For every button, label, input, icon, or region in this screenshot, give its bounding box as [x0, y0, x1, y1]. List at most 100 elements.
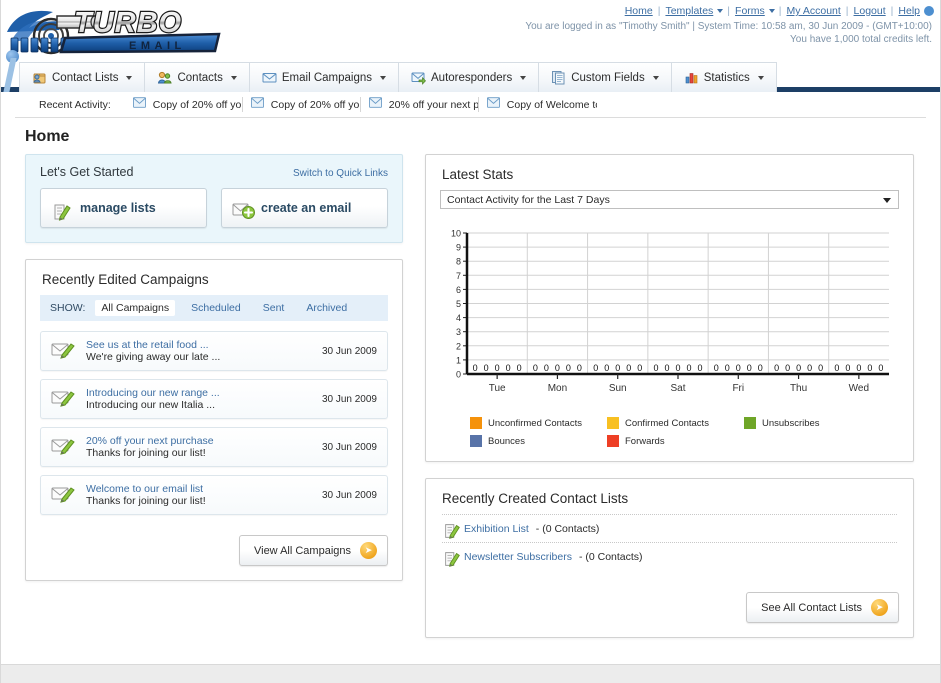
recent-activity-item[interactable]: Copy of 20% off yo	[125, 97, 243, 112]
campaign-row[interactable]: Welcome to our email list Thanks for joi…	[40, 475, 388, 515]
contact-list-row[interactable]: Exhibition List - (0 Contacts)	[442, 514, 897, 542]
svg-text:Mon: Mon	[548, 383, 567, 394]
lets-get-started-panel: Let's Get Started Switch to Quick Links	[25, 154, 403, 243]
tab-label: Contact Lists	[52, 71, 119, 84]
campaign-title[interactable]: Welcome to our email list	[86, 483, 204, 495]
campaign-title[interactable]: Introducing our new range ...	[86, 387, 220, 399]
main-navigation: Contact Lists Contacts	[1, 58, 940, 92]
legend-label: Confirmed Contacts	[625, 417, 709, 429]
tab-contact-lists[interactable]: Contact Lists	[19, 62, 146, 92]
campaign-title[interactable]: 20% off your next purchase	[86, 435, 214, 447]
filter-archived[interactable]: Archived	[306, 302, 348, 314]
see-all-contact-lists-button[interactable]: See All Contact Lists ➤	[746, 592, 899, 623]
legend-swatch	[470, 417, 482, 429]
arrow-right-icon: ➤	[360, 542, 377, 559]
recent-activity-item[interactable]: Copy of 20% off yo	[243, 97, 361, 112]
contact-list-row[interactable]: Newsletter Subscribers - (0 Contacts)	[442, 542, 897, 570]
legend-swatch	[744, 417, 756, 429]
stats-range-value: Contact Activity for the Last 7 Days	[447, 193, 610, 206]
svg-text:0: 0	[675, 363, 680, 373]
link-separator: |	[845, 5, 849, 17]
svg-text:0: 0	[664, 363, 669, 373]
svg-text:3: 3	[456, 327, 461, 337]
chevron-down-icon	[520, 75, 527, 80]
contact-list-name[interactable]: Newsletter Subscribers	[464, 550, 572, 563]
help-dot-icon	[924, 6, 934, 17]
campaign-row[interactable]: See us at the retail food ... We're givi…	[40, 331, 388, 371]
tab-custom-fields[interactable]: Custom Fields	[538, 62, 672, 92]
switch-to-quick-links[interactable]: Switch to Quick Links	[292, 168, 388, 179]
envelope-icon	[132, 97, 148, 112]
svg-text:0: 0	[845, 363, 850, 373]
filter-scheduled[interactable]: Scheduled	[191, 302, 241, 314]
svg-text:0: 0	[593, 363, 598, 373]
svg-text:0: 0	[758, 363, 763, 373]
svg-text:5: 5	[456, 299, 461, 309]
contact-list-name[interactable]: Exhibition List	[464, 522, 529, 535]
chevron-down-icon	[652, 75, 659, 80]
filter-sent[interactable]: Sent	[262, 302, 285, 314]
right-column: Latest Stats Contact Activity for the La…	[425, 154, 914, 654]
recent-activity-text: 20% off your next p	[388, 98, 479, 111]
svg-text:10: 10	[451, 229, 461, 239]
header-links: Home | Templates | Forms | My Account | Logout | H…	[624, 5, 934, 17]
svg-text:0: 0	[615, 363, 620, 373]
legend-item: Confirmed Contacts	[607, 417, 744, 429]
show-label: SHOW:	[50, 302, 86, 314]
envelope-pencil-icon	[51, 388, 77, 411]
svg-text:6: 6	[456, 285, 461, 295]
tab-autoresponders[interactable]: Autoresponders	[398, 62, 540, 92]
filter-all-campaigns[interactable]: All Campaigns	[95, 300, 176, 316]
svg-text:2: 2	[456, 341, 461, 351]
turbo-email-logo[interactable]: TURBO EMAIL	[5, 2, 233, 60]
svg-text:0: 0	[637, 363, 642, 373]
envelope-pencil-icon	[51, 436, 77, 459]
tab-email-campaigns[interactable]: Email Campaigns	[248, 62, 399, 92]
envelope-icon	[486, 97, 502, 112]
header-link-help[interactable]: Help	[898, 5, 920, 17]
latest-stats-panel: Latest Stats Contact Activity for the La…	[425, 154, 914, 462]
recent-activity-item[interactable]: Copy of Welcome to	[479, 97, 597, 112]
create-an-email-button[interactable]: create an email	[221, 188, 388, 228]
header-link-my-account[interactable]: My Account	[786, 5, 841, 17]
svg-text:0: 0	[506, 363, 511, 373]
button-label: View All Campaigns	[253, 544, 351, 557]
tab-statistics[interactable]: Statistics	[670, 62, 777, 92]
header-status: You are logged in as "Timothy Smith" | S…	[525, 20, 932, 46]
svg-text:TURBO: TURBO	[74, 7, 182, 39]
svg-text:0: 0	[604, 363, 609, 373]
recent-activity-item[interactable]: 20% off your next p	[361, 97, 479, 112]
stats-range-select[interactable]: Contact Activity for the Last 7 Days	[440, 190, 899, 209]
view-all-campaigns-button[interactable]: View All Campaigns ➤	[238, 535, 388, 566]
legend-label: Bounces	[488, 435, 525, 447]
campaign-subtitle: Thanks for joining our list!	[86, 447, 206, 459]
legend-item: Bounces	[470, 435, 607, 447]
page-title: Home	[25, 128, 70, 145]
chevron-down-icon	[230, 75, 237, 80]
header-link-templates[interactable]: Templates	[665, 5, 714, 17]
svg-text:0: 0	[818, 363, 823, 373]
header-link-forms[interactable]: Forms	[735, 5, 765, 17]
custom-fields-icon	[551, 70, 566, 85]
campaign-row[interactable]: Introducing our new range ... Introducin…	[40, 379, 388, 419]
manage-lists-button[interactable]: manage lists	[40, 188, 207, 228]
campaign-title[interactable]: See us at the retail food ...	[86, 339, 209, 351]
legend-item: Forwards	[607, 435, 744, 447]
contact-activity-chart: 0 1 2 3 4 5 6 7 8 9 10 0 0 0 0 0 Tue 0 0 0 0 0 Mon 0 0 0 0 0 Sun 0 0 0 0…	[426, 215, 913, 413]
contact-list-count: - (0 Contacts)	[535, 522, 600, 535]
tab-contacts[interactable]: Contacts	[144, 62, 250, 92]
header-link-logout[interactable]: Logout	[853, 5, 886, 17]
list-pencil-icon	[442, 549, 460, 567]
svg-text:0: 0	[796, 363, 801, 373]
recent-activity-text: Copy of Welcome to	[506, 98, 597, 111]
campaign-subtitle: Thanks for joining our list!	[86, 495, 206, 507]
panel-title: Recently Edited Campaigns	[42, 272, 209, 287]
campaign-row[interactable]: 20% off your next purchase Thanks for jo…	[40, 427, 388, 467]
header-link-home[interactable]: Home	[624, 5, 653, 17]
legend-swatch	[470, 435, 482, 447]
footer-strip	[1, 664, 940, 683]
svg-text:0: 0	[697, 363, 702, 373]
svg-text:7: 7	[456, 271, 461, 281]
